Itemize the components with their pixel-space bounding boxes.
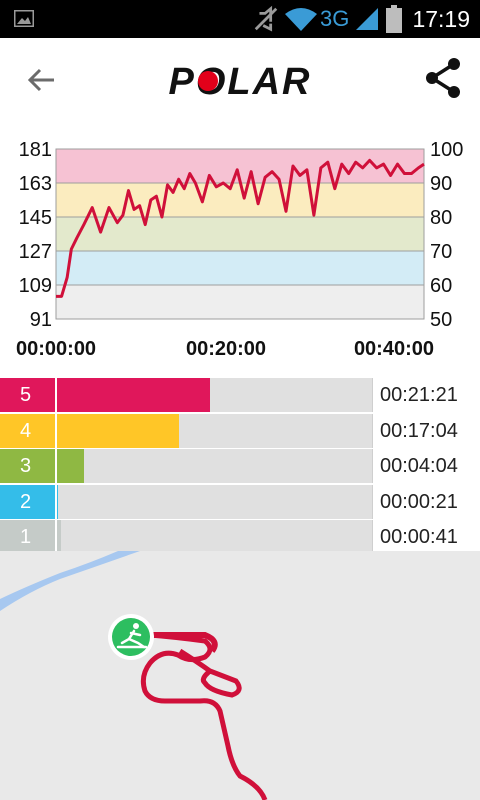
zone-row-3: 3 00:04:04 <box>0 449 480 483</box>
zone-bar <box>55 378 211 412</box>
zone-band-4 <box>56 183 424 217</box>
zone-band-3 <box>56 217 424 251</box>
zone-separator <box>55 484 57 519</box>
x-tick-label: 00:00:00 <box>16 338 96 360</box>
zone-separator <box>55 520 57 554</box>
route-track <box>140 632 268 800</box>
zone-number: 2 <box>0 484 55 519</box>
y-left-tick-label: 127 <box>19 241 52 263</box>
cross-country-skiing-icon <box>116 623 148 649</box>
app-bar: POLAR <box>0 38 480 123</box>
y-right-tick-label: 100 <box>430 139 463 161</box>
y-left-tick-label: 163 <box>19 173 52 195</box>
river <box>0 551 140 611</box>
network-type: 3G <box>320 6 350 31</box>
battery-icon <box>386 5 402 33</box>
heart-rate-chart: 181 163 145 127 109 91 100 90 80 70 60 50 00:00:00 00… <box>0 122 480 378</box>
mute-vibrate-icon <box>254 5 278 32</box>
zone-duration: 00:17:04 <box>372 413 480 448</box>
zone-row-2: 2 00:00:21 <box>0 484 480 519</box>
y-right-tick-label: 90 <box>430 173 452 195</box>
zone-separator <box>55 378 57 412</box>
zone-band-2 <box>56 251 424 285</box>
zone-number: 4 <box>0 413 55 448</box>
zone-bar <box>55 413 179 448</box>
zone-duration: 00:21:21 <box>372 378 480 412</box>
zone-number: 5 <box>0 378 55 412</box>
zone-separator <box>55 413 57 448</box>
y-left-tick-label: 145 <box>19 207 52 229</box>
route-track-loop <box>178 648 242 698</box>
zone-duration: 00:00:21 <box>372 484 480 519</box>
zone-separator <box>55 449 57 483</box>
gallery-notification-icon <box>14 10 34 27</box>
wifi-icon <box>285 8 317 31</box>
zone-row-1: 1 00:00:41 <box>0 520 480 554</box>
zone-number: 3 <box>0 449 55 483</box>
y-left-tick-label: 181 <box>19 139 52 161</box>
zone-row-4: 4 00:17:04 <box>0 413 480 448</box>
heart-rate-line <box>56 158 425 298</box>
heart-rate-chart-svg: 181 163 145 127 109 91 100 90 80 70 60 50 00:00:00 00… <box>16 139 463 360</box>
zone-duration: 00:04:04 <box>372 449 480 483</box>
heart-rate-zones: 5 00:21:21 4 00:17:04 3 00:04:04 2 00:00:21 1 00:… <box>0 378 480 554</box>
y-right-tick-label: 70 <box>430 241 452 263</box>
zone-bar <box>55 449 84 483</box>
route-map-svg <box>0 551 268 800</box>
clock: 17:19 <box>412 6 470 32</box>
zone-duration: 00:00:41 <box>372 520 480 554</box>
y-right-tick-label: 50 <box>430 309 452 331</box>
zone-bar <box>55 520 62 554</box>
polar-logo-text: POLAR <box>169 61 312 102</box>
x-tick-label: 00:20:00 <box>186 338 266 360</box>
y-right-tick-label: 60 <box>430 275 452 297</box>
back-arrow-icon[interactable] <box>24 62 60 98</box>
route-track-branch <box>150 632 218 653</box>
share-icon[interactable] <box>422 56 466 100</box>
zone-row-5: 5 00:21:21 <box>0 378 480 412</box>
y-left-tick-label: 91 <box>30 309 52 331</box>
y-right-tick-label: 80 <box>430 207 452 229</box>
polar-logo: POLAR <box>169 61 312 102</box>
signal-icon <box>356 8 378 30</box>
zone-number: 1 <box>0 520 55 554</box>
route-map[interactable] <box>0 551 480 800</box>
plot-border <box>55 148 425 320</box>
x-tick-label: 00:40:00 <box>354 338 434 360</box>
y-left-tick-label: 109 <box>19 275 52 297</box>
zone-band-1 <box>56 285 424 319</box>
status-bar: 3G 17:19 <box>0 0 480 38</box>
